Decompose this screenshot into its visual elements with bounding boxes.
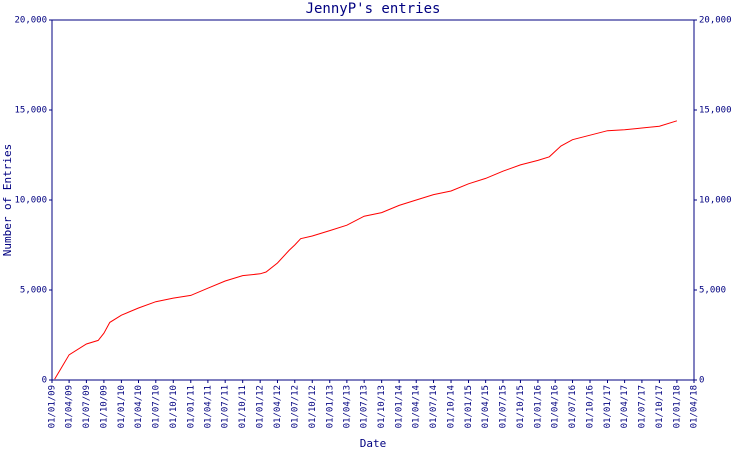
x-axis-label: Date [360,437,387,450]
y2-tick-label: 20,000 [699,16,732,26]
x-tick-label: 01/07/10 [151,385,161,428]
x-tick-label: 01/01/16 [533,385,543,428]
x-tick-label: 01/07/13 [360,385,370,428]
x-tick-label: 01/01/13 [325,385,335,428]
x-tick-label: 01/01/17 [603,385,613,428]
x-tick-label: 01/07/15 [498,385,508,428]
data-line [54,120,678,380]
chart-title: JennyP's entries [306,1,441,17]
x-tick-label: 01/07/14 [429,385,439,428]
x-tick-label: 01/07/12 [290,385,300,428]
x-tick-label: 01/04/12 [273,385,283,428]
plot-frame [51,19,695,381]
y2-tick-label: 15,000 [699,106,732,116]
x-tick-label: 01/01/15 [464,385,474,428]
x-tick-label: 01/04/18 [690,385,700,428]
x-tick-label: 01/10/14 [447,385,457,428]
y-tick-label: 10,000 [14,196,47,206]
x-tick-label: 01/04/14 [412,385,422,428]
x-tick-label: 01/07/09 [82,385,92,428]
x-tick-label: 01/04/16 [551,385,561,428]
x-tick-label: 01/07/11 [221,385,231,428]
y2-tick-label: 10,000 [699,196,732,206]
y-tick-label: 15,000 [14,106,47,116]
x-tick-label: 01/04/11 [203,385,213,428]
x-tick-label: 01/10/12 [308,385,318,428]
y-axis-label: Number of Entries [1,144,14,257]
x-tick-label: 01/04/10 [134,385,144,428]
x-tick-label: 01/10/17 [655,385,665,428]
x-tick-label: 01/01/14 [395,385,405,428]
y-tick-label: 20,000 [14,16,47,26]
y2-tick-label: 5,000 [699,286,726,296]
x-tick-label: 01/04/09 [65,385,75,428]
y-tick-label: 0 [42,376,47,386]
x-tick-label: 01/01/10 [117,385,127,428]
x-tick-label: 01/01/18 [672,385,682,428]
x-tick-label: 01/01/12 [256,385,266,428]
x-tick-label: 01/07/16 [568,385,578,428]
x-tick-label: 01/01/09 [48,385,58,428]
x-tick-label: 01/10/16 [586,385,596,428]
y2-tick-label: 0 [699,376,704,386]
x-tick-label: 01/10/11 [238,385,248,428]
x-tick-label: 01/10/15 [516,385,526,428]
x-tick-label: 01/10/10 [169,385,179,428]
x-tick-label: 01/04/15 [481,385,491,428]
x-tick-label: 01/07/17 [637,385,647,428]
x-tick-label: 01/10/13 [377,385,387,428]
x-tick-label: 01/01/11 [186,385,196,428]
x-tick-label: 01/04/13 [342,385,352,428]
y-tick-label: 5,000 [20,286,47,296]
x-tick-label: 01/10/09 [99,385,109,428]
x-tick-label: 01/04/17 [620,385,630,428]
